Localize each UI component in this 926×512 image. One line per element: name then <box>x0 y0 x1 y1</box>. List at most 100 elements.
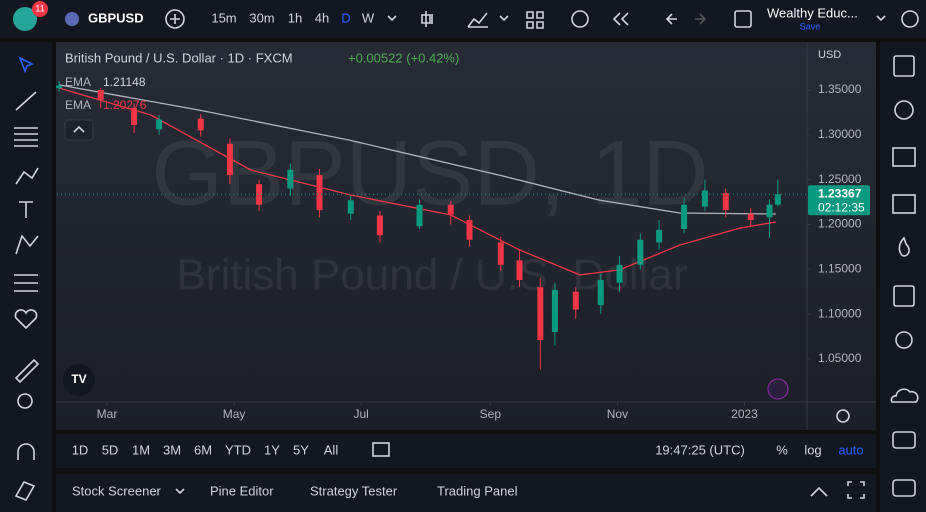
panel-tab[interactable]: Pine Editor <box>210 483 274 498</box>
percent-toggle[interactable]: % <box>776 442 788 457</box>
indicators-menu[interactable] <box>499 15 509 22</box>
range-button[interactable]: 1D <box>72 442 89 457</box>
ideas[interactable] <box>895 331 913 349</box>
panel-tab[interactable]: Stock Screener <box>72 483 162 498</box>
flash[interactable] <box>767 378 789 400</box>
price-label: 1.15000 <box>818 261 862 275</box>
candle-body <box>131 107 138 125</box>
alert[interactable] <box>571 10 589 28</box>
time-label: Sep <box>480 407 502 421</box>
collapse-legend[interactable] <box>64 119 94 141</box>
range-button[interactable]: 1M <box>132 442 150 457</box>
countdown: 02:12:35 <box>818 200 865 214</box>
add-icon <box>170 14 180 24</box>
eraser[interactable] <box>14 480 36 502</box>
account-menu[interactable] <box>876 15 886 22</box>
chats[interactable] <box>892 431 916 449</box>
range-button[interactable]: 1Y <box>264 442 280 457</box>
interval[interactable]: D <box>341 10 350 25</box>
text-tool[interactable] <box>19 201 33 218</box>
save[interactable]: Save <box>800 21 821 31</box>
settings[interactable] <box>836 409 850 423</box>
layout-select[interactable] <box>734 10 752 28</box>
line-tool[interactable] <box>15 91 37 111</box>
zoom[interactable] <box>17 393 33 409</box>
interval[interactable]: W <box>362 10 375 25</box>
logo[interactable] <box>13 7 37 31</box>
tv-logo[interactable] <box>63 364 95 396</box>
legend-name: EMA <box>65 75 91 89</box>
candle-body <box>466 219 473 240</box>
search[interactable] <box>901 10 919 28</box>
panel-tab[interactable]: Trading Panel <box>437 483 518 498</box>
brush-tool[interactable] <box>15 167 39 185</box>
hotlists[interactable] <box>898 236 910 257</box>
panel-tab[interactable]: Strategy Tester <box>310 483 398 498</box>
layouts[interactable] <box>526 11 544 29</box>
range-button[interactable]: YTD <box>225 442 251 457</box>
range-button[interactable]: All <box>324 442 339 457</box>
bottom-panel <box>56 474 876 512</box>
cursor-tool[interactable] <box>18 56 34 74</box>
candle-body <box>497 242 504 265</box>
interval[interactable]: 4h <box>315 10 329 25</box>
candle-body <box>316 175 323 211</box>
ruler[interactable] <box>14 358 40 384</box>
candle-body <box>97 89 104 100</box>
range-button[interactable]: 5D <box>102 442 119 457</box>
range-button[interactable]: 6M <box>194 442 212 457</box>
time-label: Jul <box>353 407 368 421</box>
fib-tool[interactable] <box>14 127 38 147</box>
add-symbol[interactable] <box>165 9 185 29</box>
redo[interactable] <box>695 13 707 25</box>
candle-body <box>766 204 773 218</box>
interval[interactable]: 1h <box>288 10 302 25</box>
candle-body <box>681 204 688 229</box>
pattern-tool[interactable] <box>15 234 39 255</box>
calendar[interactable] <box>893 285 915 307</box>
range-bar <box>56 434 876 468</box>
chart-type[interactable] <box>421 11 433 27</box>
undo[interactable] <box>665 13 677 25</box>
prediction-tool[interactable] <box>14 274 38 292</box>
candle-body <box>747 213 754 220</box>
price-label: 1.25000 <box>818 172 862 186</box>
chart-title: British Pound / U.S. Dollar · 1D · FXCM <box>65 50 293 65</box>
price-label: 1.30000 <box>818 127 862 141</box>
account[interactable]: Wealthy Educ... <box>767 5 858 20</box>
candle-body <box>637 239 644 265</box>
maximize-panel[interactable] <box>810 486 828 497</box>
magnet[interactable] <box>17 443 35 460</box>
interval[interactable]: 15m <box>211 10 236 25</box>
alerts[interactable] <box>894 100 914 120</box>
candle-body <box>56 85 63 89</box>
candle-body <box>156 119 163 130</box>
log-toggle[interactable]: log <box>804 442 821 457</box>
range-button[interactable]: 3M <box>163 442 181 457</box>
symbol[interactable]: GBPUSD <box>88 10 144 25</box>
favorites[interactable] <box>14 309 38 330</box>
replay[interactable] <box>612 12 629 26</box>
messages[interactable] <box>892 479 916 497</box>
watchlist[interactable] <box>893 55 915 77</box>
candle-body <box>347 200 354 214</box>
interval-menu[interactable] <box>387 15 397 22</box>
screener-menu[interactable] <box>175 488 185 495</box>
legend-value: 1.21148 <box>103 75 146 89</box>
fullscreen[interactable] <box>847 481 865 499</box>
price-label: 1.05000 <box>818 351 862 365</box>
interval[interactable]: 30m <box>249 10 274 25</box>
indicators[interactable] <box>467 12 488 28</box>
currency[interactable]: USD <box>818 49 841 61</box>
price-change: +0.00522 (+0.42%) <box>348 50 459 65</box>
time-label: 2023 <box>731 407 758 421</box>
auto-toggle[interactable]: auto <box>838 442 863 457</box>
news[interactable] <box>892 147 916 167</box>
data-window[interactable] <box>892 194 916 214</box>
range-button[interactable]: 5Y <box>293 442 309 457</box>
chart-pane <box>56 42 876 430</box>
date-range[interactable] <box>372 442 390 457</box>
top-bar <box>0 0 926 38</box>
streams[interactable] <box>890 388 919 403</box>
